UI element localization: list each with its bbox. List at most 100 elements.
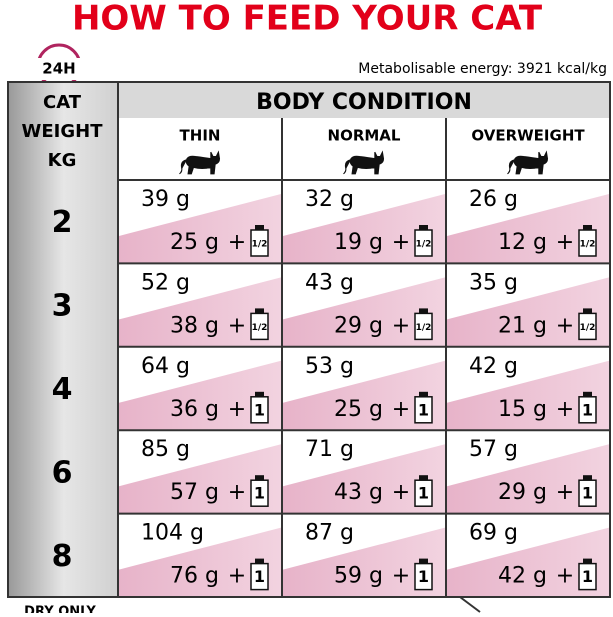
dry-amount: 69 g [469,521,518,546]
mixed-band [283,194,445,264]
mixed-band [119,527,281,597]
mixed-amount: 57 g [170,480,219,505]
pouch-label: 1 [254,484,265,503]
column-header: OVERWEIGHT [471,127,585,145]
mixed-amount: 21 g [498,313,547,338]
weight: 2 [52,205,73,240]
mixed-band [283,277,445,347]
mixed-amount: 38 g [170,313,219,338]
mixed-band [447,194,609,264]
pouch-top [255,391,264,397]
pouch-top [255,225,264,230]
group-header-bg [118,83,609,118]
mixed-band [119,194,281,264]
pouch-label: 1/2 [580,323,596,333]
pouch-label: 1 [582,400,593,419]
plus: + [228,230,246,255]
energy: Metabolisable energy: 3921 kcal/kg [358,61,607,77]
plus: + [392,564,410,589]
pouch-label: 1/2 [252,240,268,250]
dry-amount: 87 g [305,521,354,546]
weight: 4 [52,372,73,407]
plus: + [556,397,574,422]
dry-amount: 57 g [469,437,518,462]
pouch-label: 1 [418,400,429,419]
mixed-band [119,360,281,431]
weight: 8 [52,539,73,574]
pouch-top [583,225,592,230]
mixed-amount: 25 g [170,230,219,255]
dry-amount: 42 g [469,354,518,379]
cat-icon [178,151,221,175]
plus: + [556,480,574,505]
plus: + [392,313,410,338]
group-header: BODY CONDITION [256,90,472,115]
pouch-label: 1 [254,567,265,586]
pouch-top [255,308,264,314]
pouch-label: 1 [418,484,429,503]
footer-note: DRY ONLY [24,605,96,614]
mixed-band [447,444,609,514]
pouch-label: 1 [582,484,593,503]
mixed-band [447,360,609,431]
mixed-amount: 19 g [334,230,383,255]
weight-header: CAT [43,92,82,113]
plus: + [556,230,574,255]
mixed-amount: 42 g [498,564,547,589]
title: HOW TO FEED YOUR CAT [72,0,543,39]
pouch-top [583,475,592,481]
mixed-amount: 76 g [170,564,219,589]
plus: + [556,564,574,589]
pouch-top [583,391,592,397]
pouch-label: 1/2 [416,240,432,250]
dry-amount: 104 g [141,521,204,546]
plus: + [556,313,574,338]
plus: + [228,397,246,422]
dry-amount: 43 g [305,270,354,295]
mixed-band [119,444,281,514]
plus: + [392,397,410,422]
plus: + [228,564,246,589]
pouch-top [255,475,264,481]
mixed-band [283,360,445,431]
pouch-top [583,308,592,314]
dry-amount: 85 g [141,437,190,462]
column-header: THIN [180,127,221,145]
mixed-band [283,444,445,514]
weight: 3 [52,289,73,324]
cat-icon [506,151,549,175]
cat-icon [342,151,385,175]
badge: 24H [42,60,75,78]
mixed-band [447,527,609,597]
mixed-band [119,277,281,347]
pouch-label: 1 [418,567,429,586]
pouch-top [419,558,428,564]
pouch-label: 1 [582,567,593,586]
pouch-label: 1/2 [580,240,596,250]
dry-amount: 39 g [141,187,190,212]
dry-amount: 71 g [305,437,354,462]
dry-amount: 64 g [141,354,190,379]
weight-header: KG [48,150,77,171]
plus: + [228,313,246,338]
mixed-band [283,527,445,597]
dry-amount: 26 g [469,187,518,212]
mixed-amount: 59 g [334,564,383,589]
pouch-top [419,391,428,397]
mixed-amount: 15 g [498,397,547,422]
mixed-amount: 29 g [498,480,547,505]
dry-amount: 52 g [141,270,190,295]
weight: 6 [52,455,73,490]
dry-amount: 32 g [305,187,354,212]
pouch-top [419,475,428,481]
mixed-amount: 36 g [170,397,219,422]
plus: + [392,480,410,505]
pouch-top [255,558,264,564]
pouch-top [583,558,592,564]
badge-bg [36,58,82,80]
plus: + [392,230,410,255]
mixed-band [447,277,609,347]
pouch-label: 1/2 [252,323,268,333]
